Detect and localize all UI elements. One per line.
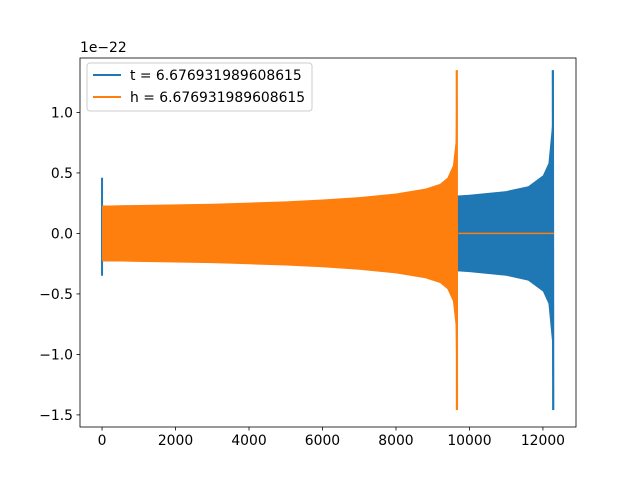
x-tick-label: 0	[98, 433, 107, 449]
y-tick-label: −1.0	[39, 347, 73, 363]
x-tick-label: 4000	[231, 433, 266, 449]
x-tick-label: 8000	[378, 433, 413, 449]
series-layer	[101, 70, 555, 411]
y-tick-label: 1.0	[51, 105, 73, 121]
legend-box	[86, 62, 313, 112]
x-tick-label: 2000	[158, 433, 193, 449]
legend: t = 6.676931989608615 h = 6.6769319896086…	[86, 62, 313, 112]
y-tick-label: −0.5	[39, 287, 73, 303]
x-tick-label: 10000	[447, 433, 491, 449]
offset-text: 1e−22	[80, 40, 127, 56]
legend-label: h = 6.676931989608615	[130, 90, 305, 106]
plot-frame	[79, 57, 577, 428]
series-h-envelope	[102, 70, 457, 397]
x-axis: 0 2000 4000 6000 8000 10000 12000	[98, 427, 565, 449]
y-tick-label: 0.5	[51, 166, 73, 182]
x-tick-label: 6000	[305, 433, 340, 449]
y-tick-label: −1.5	[39, 408, 73, 424]
legend-label: t = 6.676931989608615	[130, 68, 302, 84]
y-tick-label: 0.0	[51, 226, 73, 242]
y-axis: −1.5 −1.0 −0.5 0.0 0.5 1.0	[39, 105, 80, 424]
x-tick-label: 12000	[521, 433, 565, 449]
